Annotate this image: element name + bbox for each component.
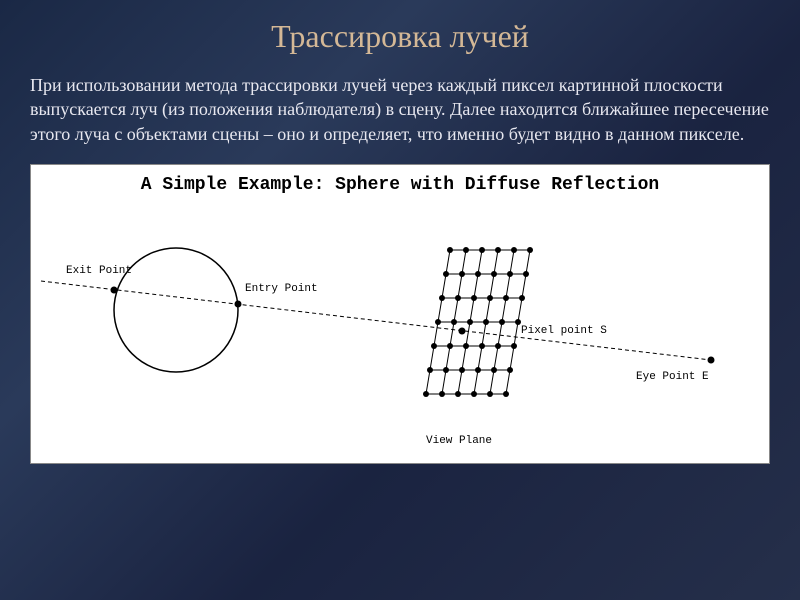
- diagram-svg: Exit Point Entry Point Pixel point S Eye Po…: [31, 205, 771, 465]
- description-text: При использовании метода трассировки луч…: [0, 55, 800, 156]
- svg-text:View Plane: View Plane: [426, 435, 492, 447]
- diagram-title: A Simple Example: Sphere with Diffuse Re…: [31, 175, 769, 195]
- svg-text:Exit Point: Exit Point: [66, 265, 132, 277]
- svg-text:Pixel point S: Pixel point S: [521, 325, 607, 337]
- raytracing-diagram: A Simple Example: Sphere with Diffuse Re…: [30, 164, 770, 464]
- svg-text:Eye Point E: Eye Point E: [636, 371, 709, 383]
- diagram-svg-wrap: Exit Point Entry Point Pixel point S Eye Po…: [31, 205, 769, 463]
- svg-text:Entry Point: Entry Point: [245, 283, 318, 295]
- page-title: Трассировка лучей: [0, 0, 800, 55]
